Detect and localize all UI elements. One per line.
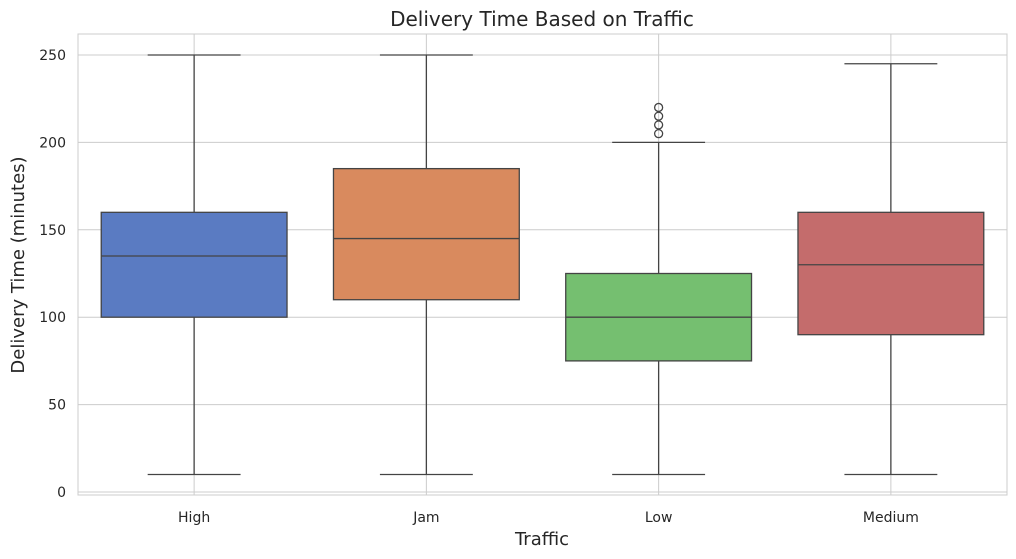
- x-ticks: High Jam Low Medium: [178, 510, 919, 526]
- y-tick-label: 50: [48, 398, 66, 414]
- x-tick-label: High: [178, 510, 210, 526]
- iqr-box: [797, 211, 985, 336]
- x-axis-title: Traffic: [514, 529, 569, 550]
- outlier-point: [653, 102, 664, 113]
- y-tick-label: 100: [39, 310, 66, 326]
- y-tick-label: 250: [39, 48, 66, 64]
- y-tick-label: 0: [57, 485, 66, 501]
- outlier-point: [653, 120, 664, 130]
- chart-title: Delivery Time Based on Traffic: [390, 7, 694, 31]
- iqr-box: [100, 211, 288, 318]
- boxes: [100, 54, 985, 476]
- box-jam: [332, 54, 520, 476]
- x-tick-label: Medium: [863, 510, 919, 526]
- x-tick-label: Low: [645, 510, 673, 526]
- y-tick-label: 150: [39, 223, 66, 239]
- y-tick-label: 200: [39, 135, 66, 151]
- outlier-point: [653, 129, 664, 139]
- box-medium: [797, 63, 985, 476]
- y-ticks: 0 50 100 150 200 250: [39, 48, 66, 501]
- iqr-box: [332, 167, 520, 301]
- box-low: [565, 102, 753, 476]
- outlier-point: [653, 111, 664, 121]
- box-high: [100, 54, 288, 476]
- x-tick-label: Jam: [412, 510, 439, 526]
- y-axis-title: Delivery Time (minutes): [8, 156, 29, 373]
